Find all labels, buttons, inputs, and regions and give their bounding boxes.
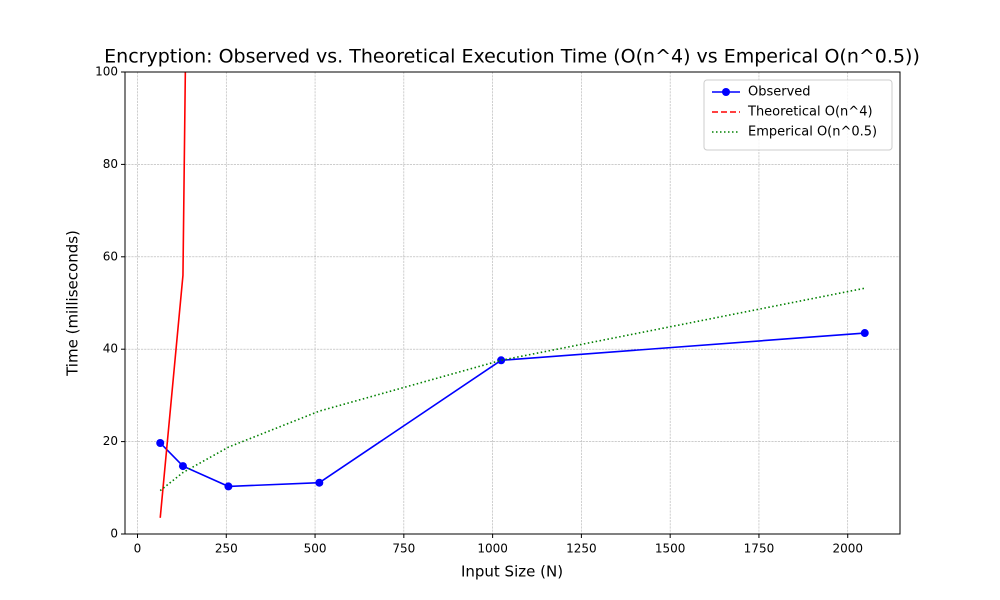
- series-line: [159, 332, 865, 488]
- y-tick-label: 60: [103, 249, 118, 263]
- legend-label: Observed: [748, 85, 811, 100]
- legend-marker: [722, 88, 730, 96]
- x-tick-label: 500: [304, 542, 327, 556]
- plot-area: [156, 0, 869, 520]
- x-tick-label: 0: [134, 542, 142, 556]
- x-axis-label: Input Size (N): [461, 563, 563, 581]
- legend-label: Theoretical O(n^4): [747, 105, 873, 120]
- data-point: [178, 462, 187, 471]
- y-tick-label: 80: [103, 157, 118, 171]
- x-tick-label: 1500: [655, 542, 686, 556]
- legend-box: [703, 79, 893, 151]
- legend: Observed Theoretical O(n^4) Emperical O(n^…: [703, 79, 893, 151]
- data-point: [497, 356, 506, 365]
- y-axis-label: Time (milliseconds): [64, 230, 82, 377]
- axes-frame: [124, 71, 901, 535]
- y-tick-label: 0: [110, 527, 118, 541]
- y-tick-label: 20: [103, 434, 118, 448]
- chart-title: Encryption: Observed vs. Theoretical Exe…: [104, 46, 920, 68]
- x-tick-label: 250: [215, 542, 238, 556]
- data-point: [224, 482, 233, 491]
- x-tick-label: 750: [392, 542, 415, 556]
- data-point: [860, 329, 869, 338]
- y-tick-label: 40: [103, 342, 118, 356]
- series-line: [159, 287, 865, 492]
- x-tick-label: 1750: [744, 542, 775, 556]
- y-tick-label: 100: [95, 65, 118, 79]
- x-tick-label: 1000: [477, 542, 508, 556]
- x-tick-label: 2000: [832, 542, 863, 556]
- legend-label: Emperical O(n^0.5): [748, 125, 877, 140]
- data-point: [156, 438, 165, 447]
- x-tick-label: 1250: [566, 542, 597, 556]
- data-point: [315, 478, 324, 487]
